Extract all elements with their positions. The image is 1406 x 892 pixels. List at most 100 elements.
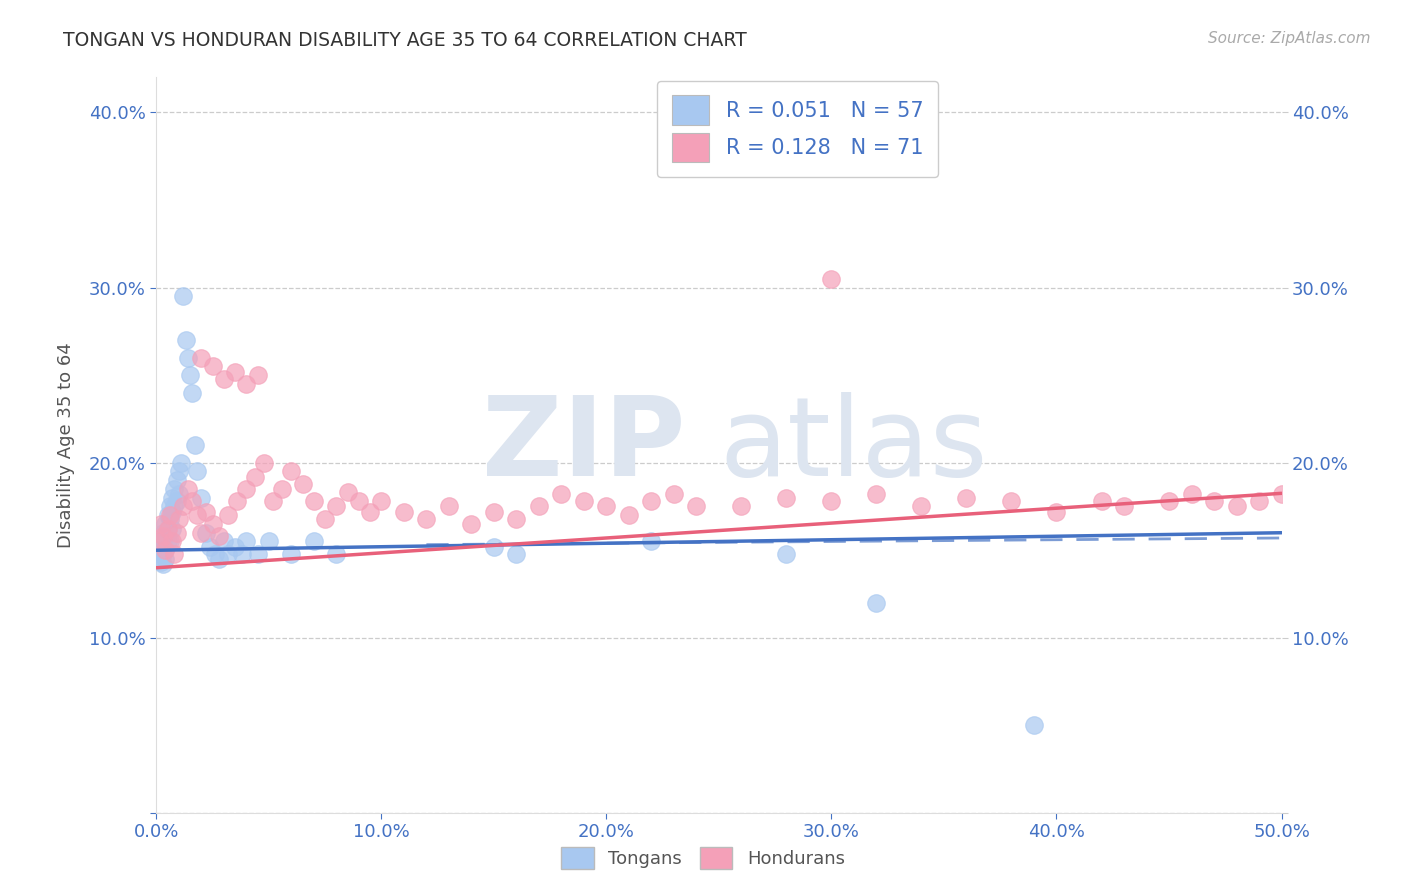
Legend: R = 0.051   N = 57, R = 0.128   N = 71: R = 0.051 N = 57, R = 0.128 N = 71 [657,80,938,177]
Y-axis label: Disability Age 35 to 64: Disability Age 35 to 64 [58,343,75,548]
Point [160,505,183,519]
Point [865,487,887,501]
Point [177,482,200,496]
Point [159,500,181,514]
Point [482,540,505,554]
Point [181,494,204,508]
Point [155,529,177,543]
Point [595,500,617,514]
Point [662,487,685,501]
Point [730,500,752,514]
Point [149,540,172,554]
Point [155,516,177,531]
Point [253,456,276,470]
Point [392,505,415,519]
Point [1202,494,1225,508]
Point [262,494,284,508]
Point [208,529,231,543]
Point [155,543,177,558]
Point [217,547,239,561]
Point [257,534,280,549]
Point [152,558,174,572]
Point [224,365,246,379]
Point [359,505,381,519]
Point [148,534,170,549]
Point [183,438,205,452]
Point [336,485,359,500]
Point [160,534,183,549]
Point [149,547,172,561]
Point [163,482,186,496]
Point [775,547,797,561]
Text: ZIP: ZIP [482,392,686,499]
Point [347,494,370,508]
Point [181,385,204,400]
Point [156,522,179,536]
Point [159,534,181,549]
Point [186,508,208,523]
Point [865,596,887,610]
Point [149,556,172,570]
Point [505,547,527,561]
Point [179,368,201,383]
Point [152,534,174,549]
Point [1090,494,1112,508]
Point [163,547,186,561]
Point [245,469,267,483]
Point [415,512,437,526]
Point [527,500,550,514]
Point [235,376,257,391]
Text: Source: ZipAtlas.com: Source: ZipAtlas.com [1208,31,1371,46]
Point [572,494,595,508]
Point [194,525,217,540]
Point [314,512,336,526]
Point [910,500,932,514]
Point [370,494,392,508]
Point [1045,505,1067,519]
Point [955,491,977,505]
Point [775,491,797,505]
Text: TONGAN VS HONDURAN DISABILITY AGE 35 TO 64 CORRELATION CHART: TONGAN VS HONDURAN DISABILITY AGE 35 TO … [63,31,747,50]
Point [166,525,188,540]
Point [640,534,662,549]
Point [325,500,347,514]
Point [159,508,181,523]
Point [166,494,188,508]
Point [820,494,842,508]
Point [156,534,179,549]
Point [1000,494,1022,508]
Point [148,543,170,558]
Point [201,359,224,374]
Point [212,371,235,385]
Point [291,476,314,491]
Point [226,494,249,508]
Point [172,500,194,514]
Point [235,482,257,496]
Point [1112,500,1135,514]
Point [167,487,190,501]
Point [174,333,197,347]
Point [152,525,174,540]
Point [163,500,186,514]
Point [212,534,235,549]
Point [505,512,527,526]
Point [170,456,193,470]
Legend: Tongans, Hondurans: Tongans, Hondurans [553,838,853,879]
Point [224,540,246,554]
Point [302,534,325,549]
Point [148,534,170,549]
Point [152,529,174,543]
Point [149,516,172,531]
Point [200,540,222,554]
Point [217,508,239,523]
Point [152,547,174,561]
Point [640,494,662,508]
Point [194,505,217,519]
Point [1157,494,1180,508]
Point [1180,487,1202,501]
Point [231,547,253,561]
Point [1022,718,1045,732]
Point [302,494,325,508]
Point [160,522,183,536]
Point [246,368,269,383]
